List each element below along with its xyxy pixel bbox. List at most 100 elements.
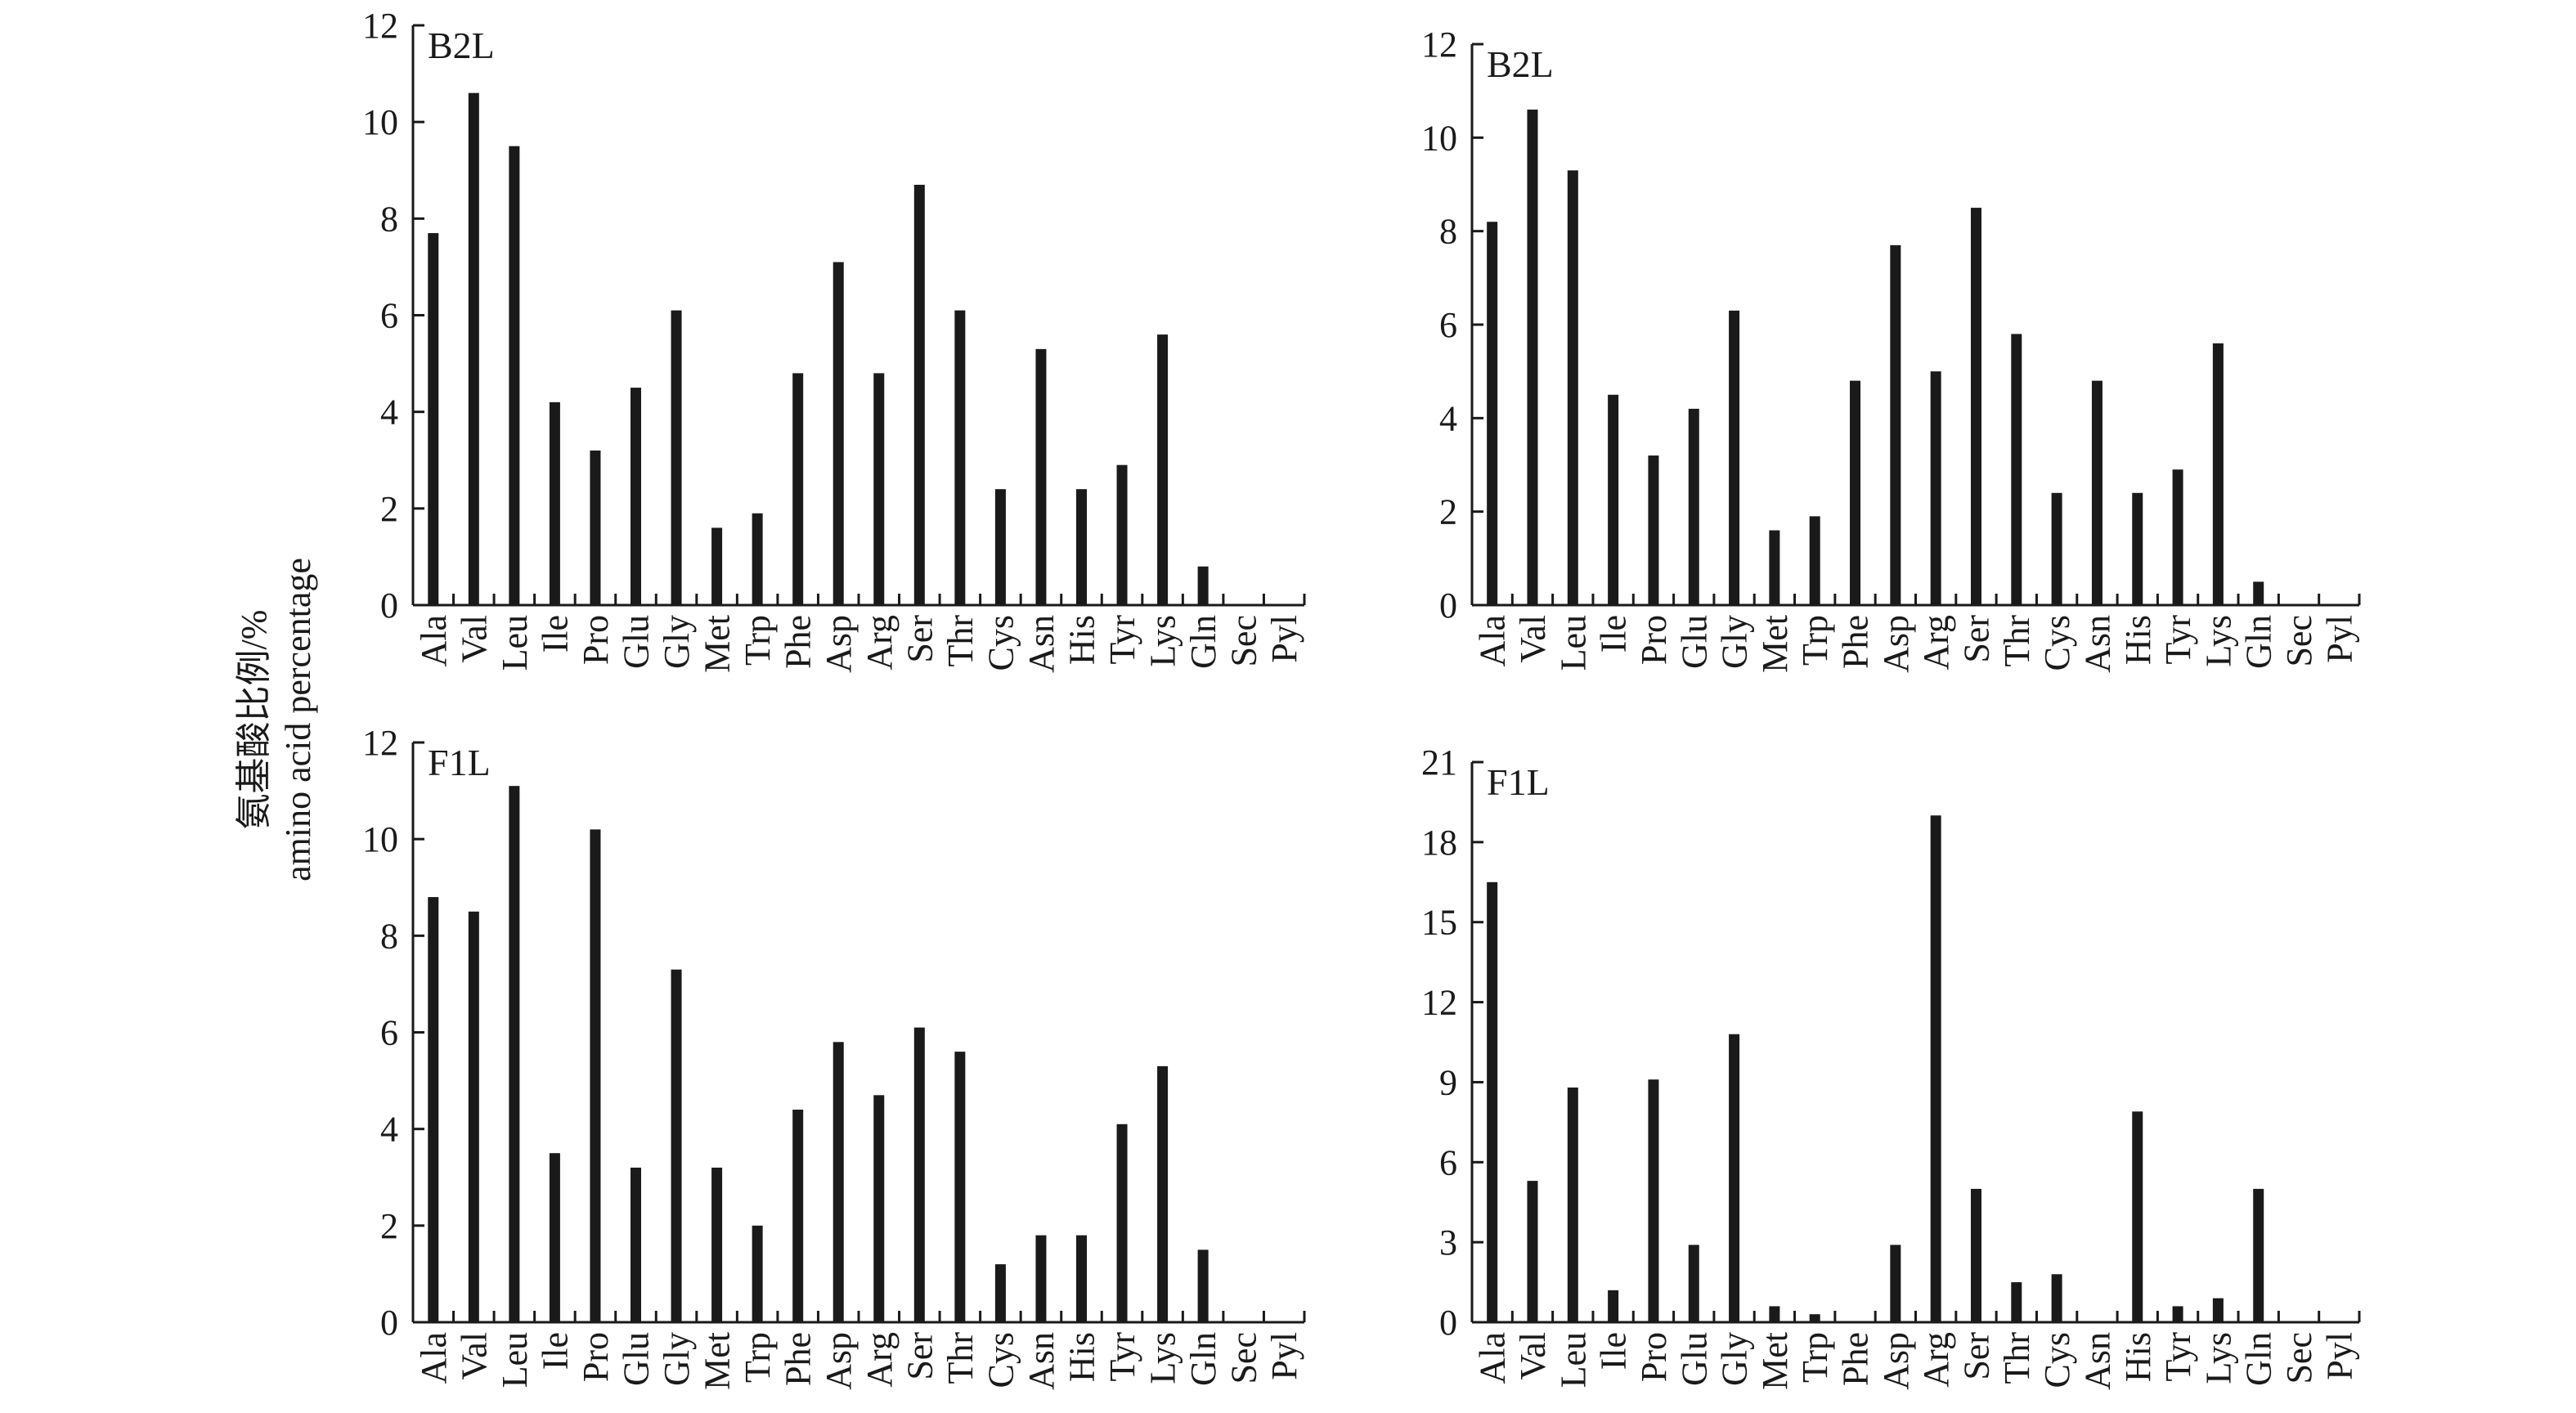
x-tick-label: Pro — [576, 1332, 616, 1382]
bar-gln — [1197, 1249, 1209, 1322]
bar-ile — [1608, 394, 1619, 605]
y-tick-label: 2 — [380, 1206, 398, 1246]
x-tick-label: Met — [1755, 1332, 1795, 1390]
x-tick-label: Gln — [2239, 1332, 2279, 1386]
x-tick-label: Leu — [1553, 1332, 1593, 1388]
x-tick-label: Glu — [617, 615, 657, 669]
y-tick-label: 12 — [1421, 25, 1457, 65]
bar-tyr — [2172, 1306, 2183, 1322]
bar-gln — [2253, 581, 2264, 605]
x-tick-label: Sec — [2279, 1332, 2319, 1384]
x-tick-label: Gln — [1183, 1332, 1223, 1386]
bar-val — [468, 92, 479, 605]
x-tick-label: Gly — [1715, 1332, 1755, 1386]
x-tick-label: Ser — [900, 615, 940, 663]
y-tick-label: 10 — [1421, 118, 1457, 158]
y-tick-label: 10 — [362, 819, 398, 859]
bar-pro — [590, 829, 601, 1322]
x-tick-label: Ser — [1956, 1332, 1996, 1380]
bar-phe — [792, 1110, 804, 1322]
bar-leu — [1567, 1087, 1578, 1322]
bar-pro — [1648, 455, 1659, 605]
bar-cys — [994, 489, 1006, 605]
y-tick-label: 12 — [362, 723, 398, 763]
y-tick-label: 6 — [1439, 305, 1457, 345]
x-tick-label: Asp — [1876, 615, 1916, 673]
x-tick-label: Phe — [779, 615, 819, 669]
bar-arg — [873, 373, 885, 605]
bar-gly — [1729, 1034, 1740, 1322]
bar-lys — [2212, 343, 2224, 605]
bar-asn — [1035, 1235, 1047, 1322]
bar-leu — [509, 146, 520, 606]
bar-met — [1769, 530, 1780, 605]
y-tick-label: 6 — [380, 1013, 398, 1053]
x-tick-label: Asp — [819, 1332, 859, 1390]
bar-his — [2132, 492, 2143, 605]
x-tick-label: Pro — [576, 615, 616, 665]
bar-gly — [671, 969, 682, 1322]
bar-ser — [1970, 1188, 1981, 1322]
bar-cys — [994, 1264, 1006, 1322]
x-tick-label: Cys — [981, 1332, 1021, 1388]
bar-his — [1076, 1235, 1087, 1322]
bar-his — [2132, 1111, 2143, 1322]
x-tick-label: Val — [1513, 615, 1553, 663]
x-tick-label: Trp — [738, 1332, 778, 1383]
y-tick-label: 12 — [1421, 983, 1457, 1023]
bar-ala — [428, 233, 439, 605]
x-tick-label: Pro — [1634, 1332, 1674, 1382]
x-tick-label: Leu — [1553, 615, 1593, 671]
panel-label: F1L — [428, 742, 491, 783]
x-tick-label: Phe — [1836, 1332, 1876, 1386]
x-tick-label: His — [1062, 615, 1102, 665]
bar-his — [1076, 489, 1087, 605]
x-tick-label: Glu — [1674, 1332, 1714, 1386]
x-tick-label: Glu — [1674, 615, 1714, 669]
bar-tyr — [1116, 464, 1128, 605]
x-tick-label: Glu — [617, 1332, 657, 1386]
x-tick-label: Asp — [819, 615, 859, 673]
x-tick-label: Tyr — [2158, 615, 2198, 665]
y-axis-title-line2: amino acid percentage — [278, 558, 318, 881]
bar-cys — [2051, 1274, 2062, 1322]
x-tick-label: Arg — [1916, 615, 1956, 671]
bar-asp — [1890, 1245, 1901, 1322]
x-tick-label: Ile — [1594, 1332, 1634, 1370]
x-tick-label: Asp — [1876, 1332, 1916, 1390]
x-tick-label: Sec — [2279, 615, 2319, 667]
bar-thr — [2011, 1282, 2022, 1322]
x-tick-label: His — [1062, 1332, 1102, 1382]
x-tick-label: Val — [454, 615, 494, 663]
y-tick-label: 15 — [1421, 903, 1457, 943]
bar-val — [468, 911, 479, 1322]
x-tick-label: Thr — [1997, 615, 2037, 667]
bar-met — [1769, 1306, 1780, 1322]
bar-tyr — [2172, 469, 2183, 605]
x-tick-label: Gly — [657, 1332, 697, 1386]
x-tick-label: Asn — [1021, 615, 1061, 673]
y-tick-label: 4 — [1439, 398, 1457, 438]
bar-ile — [549, 401, 560, 605]
bar-lys — [1157, 1065, 1169, 1322]
x-tick-label: Val — [454, 1332, 494, 1380]
x-tick-label: Leu — [495, 615, 535, 671]
x-tick-label: Leu — [495, 1332, 535, 1388]
bar-asn — [2091, 380, 2103, 605]
bar-ala — [428, 897, 439, 1322]
y-axis-title: 氨基酸比例/% amino acid percentage — [234, 558, 318, 881]
x-tick-label: Ala — [414, 615, 454, 667]
bar-asp — [832, 1042, 844, 1322]
x-tick-label: Tyr — [1102, 1332, 1142, 1382]
bar-val — [1527, 1181, 1538, 1322]
x-tick-label: Pyl — [2319, 1332, 2359, 1380]
x-tick-label: Trp — [738, 615, 778, 666]
y-tick-label: 6 — [380, 296, 398, 336]
bar-phe — [1850, 380, 1861, 605]
x-tick-label: Sec — [1224, 1332, 1264, 1384]
x-tick-label: Thr — [1997, 1332, 2037, 1384]
x-tick-label: Thr — [940, 1332, 981, 1384]
bar-phe — [792, 373, 804, 605]
